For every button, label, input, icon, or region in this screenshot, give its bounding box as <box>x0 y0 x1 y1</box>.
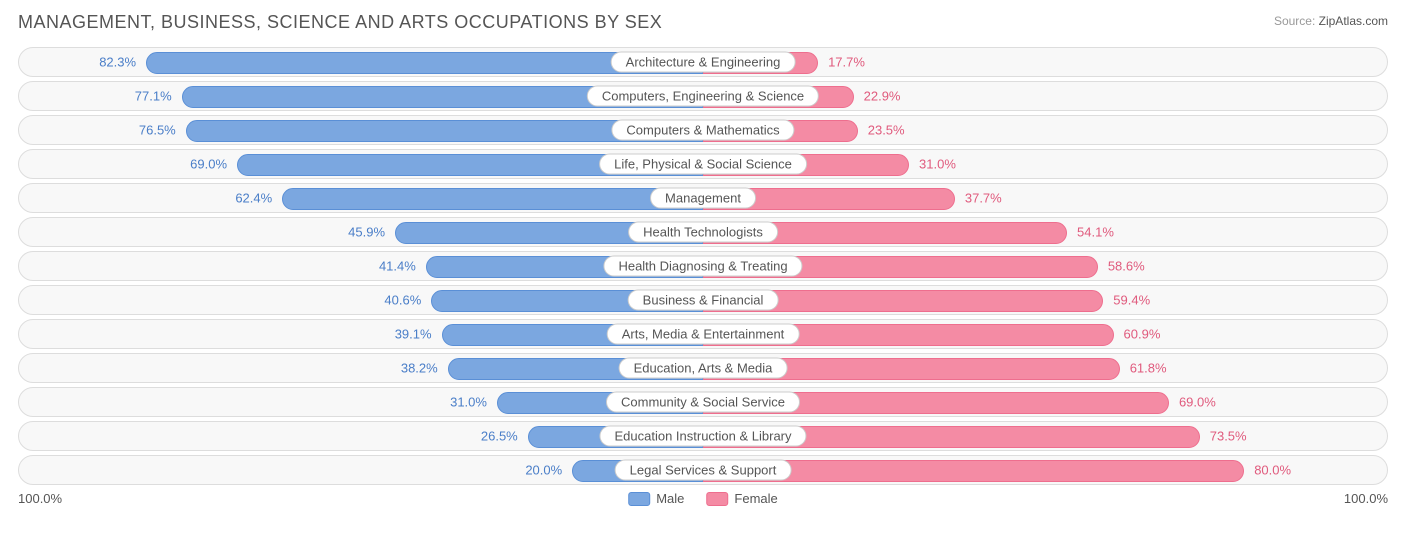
chart-title: MANAGEMENT, BUSINESS, SCIENCE AND ARTS O… <box>18 12 1388 33</box>
female-percent-label: 37.7% <box>965 191 1002 206</box>
chart-row: 62.4% 37.7% Management <box>18 183 1388 213</box>
legend-female-swatch <box>706 492 728 506</box>
chart-rows: 82.3% 17.7% Architecture & Engineering 77.1… <box>18 47 1388 485</box>
female-percent-label: 69.0% <box>1179 395 1216 410</box>
male-percent-label: 40.6% <box>384 293 421 308</box>
female-percent-label: 58.6% <box>1108 259 1145 274</box>
female-percent-label: 54.1% <box>1077 225 1114 240</box>
female-percent-label: 31.0% <box>919 157 956 172</box>
axis-left-label: 100.0% <box>18 491 62 506</box>
female-percent-label: 61.8% <box>1130 361 1167 376</box>
male-bar <box>282 188 703 210</box>
category-label: Health Technologists <box>628 222 778 243</box>
chart-row: 45.9% 54.1% Health Technologists <box>18 217 1388 247</box>
legend: Male Female <box>628 491 778 506</box>
chart-row: 69.0% 31.0% Life, Physical & Social Scienc… <box>18 149 1388 179</box>
source-label: Source: <box>1274 14 1315 28</box>
female-percent-label: 17.7% <box>828 55 865 70</box>
female-percent-label: 60.9% <box>1124 327 1161 342</box>
male-percent-label: 77.1% <box>135 89 172 104</box>
category-label: Education, Arts & Media <box>619 358 788 379</box>
legend-male-label: Male <box>656 491 684 506</box>
female-percent-label: 22.9% <box>864 89 901 104</box>
source-attribution: Source: ZipAtlas.com <box>1274 14 1388 28</box>
legend-male-swatch <box>628 492 650 506</box>
male-percent-label: 31.0% <box>450 395 487 410</box>
category-label: Community & Social Service <box>606 392 800 413</box>
chart-row: 31.0% 69.0% Community & Social Service <box>18 387 1388 417</box>
chart-row: 39.1% 60.9% Arts, Media & Entertainment <box>18 319 1388 349</box>
male-percent-label: 39.1% <box>395 327 432 342</box>
source-name: ZipAtlas.com <box>1319 14 1388 28</box>
legend-female-label: Female <box>734 491 777 506</box>
male-percent-label: 82.3% <box>99 55 136 70</box>
chart-row: 76.5% 23.5% Computers & Mathematics <box>18 115 1388 145</box>
male-percent-label: 76.5% <box>139 123 176 138</box>
female-percent-label: 59.4% <box>1113 293 1150 308</box>
category-label: Business & Financial <box>628 290 779 311</box>
category-label: Life, Physical & Social Science <box>599 154 807 175</box>
male-percent-label: 69.0% <box>190 157 227 172</box>
axis-right-label: 100.0% <box>1344 491 1388 506</box>
male-percent-label: 38.2% <box>401 361 438 376</box>
chart-row: 41.4% 58.6% Health Diagnosing & Treating <box>18 251 1388 281</box>
legend-female: Female <box>706 491 777 506</box>
chart-row: 82.3% 17.7% Architecture & Engineering <box>18 47 1388 77</box>
male-percent-label: 62.4% <box>235 191 272 206</box>
female-percent-label: 80.0% <box>1254 463 1291 478</box>
chart-row: 26.5% 73.5% Education Instruction & Librar… <box>18 421 1388 451</box>
male-percent-label: 26.5% <box>481 429 518 444</box>
category-label: Legal Services & Support <box>615 460 792 481</box>
male-percent-label: 41.4% <box>379 259 416 274</box>
category-label: Education Instruction & Library <box>599 426 806 447</box>
category-label: Architecture & Engineering <box>611 52 796 73</box>
chart-row: 77.1% 22.9% Computers, Engineering & Scien… <box>18 81 1388 111</box>
male-percent-label: 45.9% <box>348 225 385 240</box>
chart-row: 20.0% 80.0% Legal Services & Support <box>18 455 1388 485</box>
female-percent-label: 73.5% <box>1210 429 1247 444</box>
category-label: Management <box>650 188 756 209</box>
category-label: Arts, Media & Entertainment <box>607 324 800 345</box>
chart-axis: 100.0% 100.0% Male Female <box>18 491 1388 531</box>
chart-row: 38.2% 61.8% Education, Arts & Media <box>18 353 1388 383</box>
female-percent-label: 23.5% <box>868 123 905 138</box>
legend-male: Male <box>628 491 684 506</box>
male-percent-label: 20.0% <box>525 463 562 478</box>
category-label: Health Diagnosing & Treating <box>603 256 802 277</box>
chart-row: 40.6% 59.4% Business & Financial <box>18 285 1388 315</box>
category-label: Computers, Engineering & Science <box>587 86 819 107</box>
category-label: Computers & Mathematics <box>611 120 794 141</box>
